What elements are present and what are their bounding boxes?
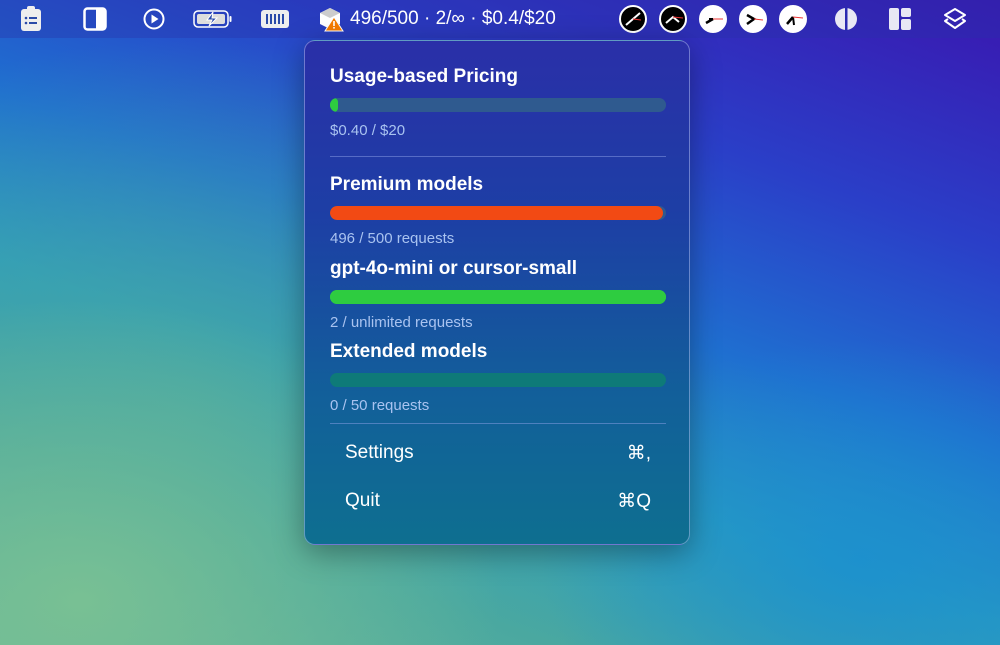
section-title: Usage-based Pricing	[330, 66, 518, 87]
sidebar-icon[interactable]	[83, 7, 107, 31]
cursor-warning-icon	[320, 8, 344, 32]
divider	[330, 156, 666, 157]
menu-item-label: Settings	[345, 442, 414, 463]
shortcut-label: ⌘,	[626, 442, 651, 464]
section-title: Extended models	[330, 341, 488, 362]
menu-item-label: Quit	[345, 490, 380, 511]
progress-fill	[330, 206, 664, 220]
play-circle-icon[interactable]	[143, 7, 165, 31]
clock-icon[interactable]	[619, 5, 647, 33]
memory-icon[interactable]	[260, 7, 290, 31]
clock-icon[interactable]	[739, 5, 767, 33]
extended-label: 0 / 50 requests	[330, 397, 430, 414]
extended-models-section: Extended models 0 / 50 requests	[330, 341, 666, 414]
battery-charging-icon[interactable]	[193, 7, 233, 31]
progress-fill	[330, 290, 666, 304]
shortcut-label: ⌘Q	[617, 490, 651, 512]
small-label: 2 / unlimited requests	[330, 314, 473, 331]
usage-based-pricing-section: Usage-based Pricing $0.40 / $20	[330, 66, 666, 139]
small-progress-bar	[330, 290, 666, 304]
clock-icon[interactable]	[779, 5, 807, 33]
progress-fill	[330, 98, 339, 112]
premium-models-section: Premium models 496 / 500 requests	[330, 174, 666, 247]
cursor-usage-status[interactable]: 496/500 · 2/∞ · $0.4/$20	[318, 6, 556, 32]
clipboard-list-icon[interactable]	[20, 6, 42, 31]
premium-progress-bar	[330, 206, 666, 220]
section-title: Premium models	[330, 174, 484, 195]
cursor-usage-popup: Usage-based Pricing $0.40 / $20 Premium …	[304, 40, 690, 545]
layout-icon[interactable]	[888, 7, 912, 31]
clock-icon[interactable]	[699, 5, 727, 33]
contrast-icon[interactable]	[834, 7, 858, 31]
section-title: gpt-4o-mini or cursor-small	[330, 258, 578, 279]
menu-item-quit[interactable]: Quit ⌘Q	[330, 481, 666, 521]
divider	[330, 423, 666, 424]
clock-icon[interactable]	[659, 5, 687, 33]
extended-progress-bar	[330, 373, 666, 387]
menu-bar: 496/500 · 2/∞ · $0.4/$20	[0, 0, 1000, 38]
usage-progress-bar	[330, 98, 666, 112]
small-models-section: gpt-4o-mini or cursor-small 2 / unlimite…	[330, 258, 666, 331]
premium-label: 496 / 500 requests	[330, 230, 455, 247]
status-text: 496/500 · 2/∞ · $0.4/$20	[350, 8, 556, 29]
usage-label: $0.40 / $20	[330, 122, 406, 139]
layers-icon[interactable]	[942, 7, 968, 31]
menu-item-settings[interactable]: Settings ⌘,	[330, 433, 666, 473]
